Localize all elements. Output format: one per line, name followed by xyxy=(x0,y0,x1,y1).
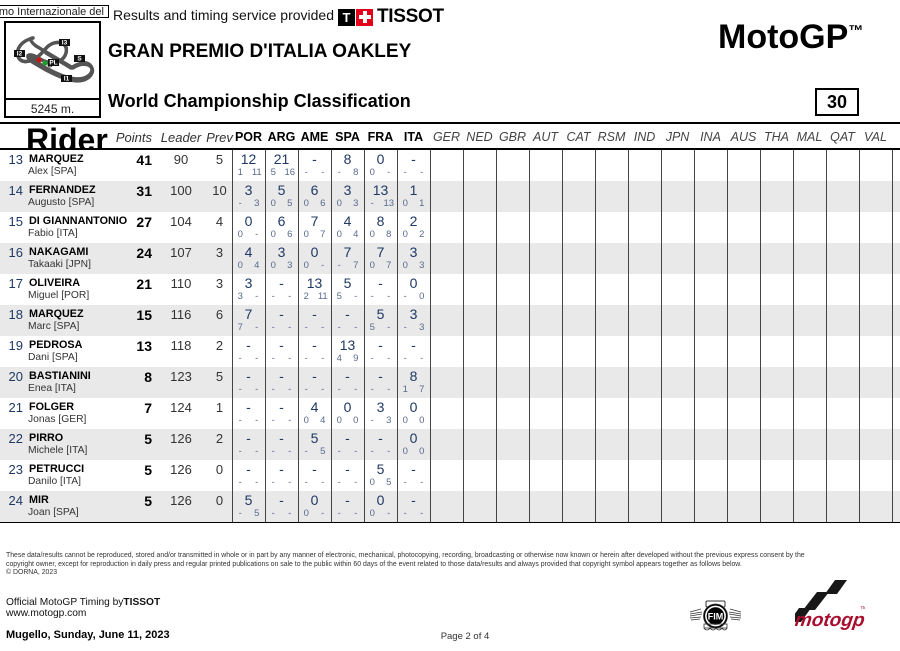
svg-text:™: ™ xyxy=(860,606,865,613)
svg-text:motogp: motogp xyxy=(795,610,865,631)
svg-text:I3: I3 xyxy=(62,39,68,46)
svg-text:S: S xyxy=(77,55,82,62)
svg-text:PL: PL xyxy=(49,59,57,66)
svg-text:I2: I2 xyxy=(17,50,23,57)
svg-text:I1: I1 xyxy=(64,75,70,82)
svg-text:FIM: FIM xyxy=(708,612,724,622)
